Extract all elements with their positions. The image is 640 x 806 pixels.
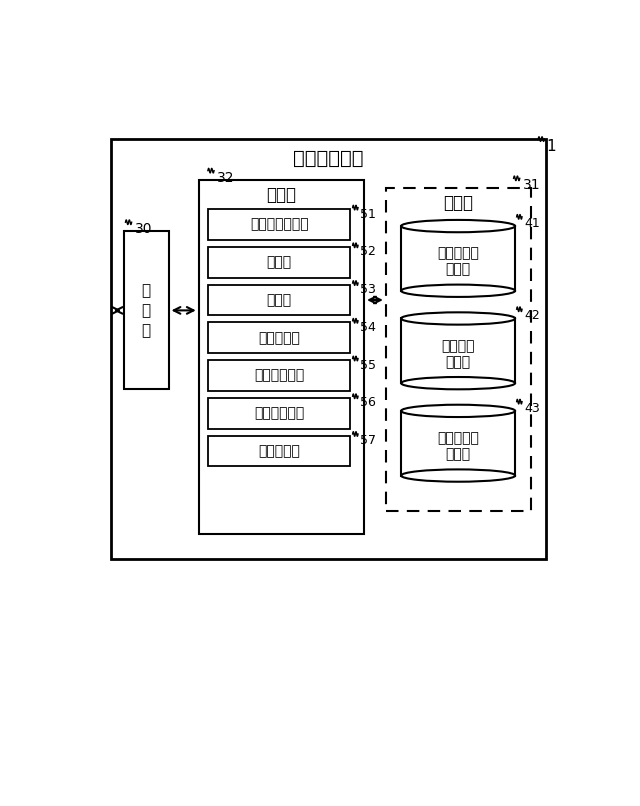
Text: 53: 53 (360, 283, 376, 296)
Bar (208, 209, 350, 240)
Text: 31: 31 (523, 178, 540, 193)
Text: 記憶部: 記憶部 (443, 194, 473, 212)
Ellipse shape (401, 220, 515, 232)
Text: 42: 42 (524, 310, 540, 322)
Bar (401, 226, 515, 291)
Ellipse shape (401, 285, 515, 297)
Text: 取得部: 取得部 (266, 293, 292, 307)
Bar (198, 180, 364, 534)
Text: ユーザ情報
記憶部: ユーザ情報 記憶部 (437, 247, 479, 276)
Text: 情報提供装置: 情報提供装置 (292, 149, 364, 168)
Text: 43: 43 (524, 401, 540, 414)
Text: 56: 56 (360, 397, 376, 409)
Text: 30: 30 (135, 222, 152, 236)
Bar (386, 188, 531, 511)
Text: 特定部: 特定部 (266, 256, 292, 269)
Bar (208, 398, 350, 429)
Text: 配信先決定部: 配信先決定部 (254, 406, 304, 420)
Bar (401, 318, 515, 383)
Ellipse shape (401, 469, 515, 482)
Text: 価値判定部: 価値判定部 (258, 330, 300, 345)
Ellipse shape (401, 312, 515, 325)
Text: 広告情報取得部: 広告情報取得部 (250, 218, 308, 231)
Ellipse shape (401, 377, 515, 389)
Bar (208, 322, 350, 353)
Text: コンテンツ
記憶部: コンテンツ 記憶部 (437, 431, 479, 461)
Bar (208, 247, 350, 278)
Text: 情報提供部: 情報提供部 (258, 444, 300, 458)
Text: 51: 51 (360, 208, 376, 221)
Bar (208, 435, 350, 467)
Text: 32: 32 (217, 171, 235, 185)
Bar (111, 139, 546, 559)
Bar (208, 360, 350, 391)
Text: 41: 41 (524, 217, 540, 230)
Text: 1: 1 (547, 139, 556, 154)
Text: 判定情報
記憶部: 判定情報 記憶部 (442, 339, 475, 369)
Bar (208, 285, 350, 315)
Ellipse shape (401, 405, 515, 417)
Text: 57: 57 (360, 434, 376, 447)
Text: 54: 54 (360, 321, 376, 334)
Text: 制御部: 制御部 (266, 186, 296, 204)
Bar (124, 231, 168, 389)
Bar (401, 411, 515, 476)
Text: 受容度判定部: 受容度判定部 (254, 368, 304, 383)
Text: 55: 55 (360, 359, 376, 372)
Text: 通
信
部: 通 信 部 (141, 283, 151, 338)
Text: 52: 52 (360, 245, 376, 259)
